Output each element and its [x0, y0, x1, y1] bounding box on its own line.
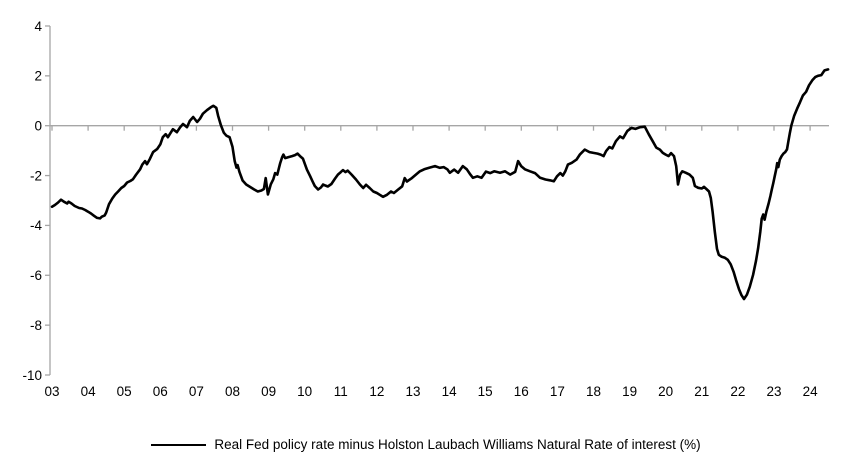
x-tick-label: 24: [803, 384, 819, 399]
x-tick-label: 10: [297, 384, 312, 399]
x-tick-label: 20: [658, 384, 673, 399]
x-tick-label: 15: [478, 384, 493, 399]
y-axis: 4 2 0 -2 -4 -6 -8 -10: [22, 19, 51, 383]
x-tick-label: 08: [225, 384, 240, 399]
x-tick-label: 18: [586, 384, 601, 399]
y-tick-label: -4: [30, 218, 42, 233]
legend-label: Real Fed policy rate minus Holston Lauba…: [214, 437, 701, 452]
y-tick-label: -6: [30, 268, 42, 283]
x-tick-label: 06: [153, 384, 168, 399]
legend-line-swatch: [151, 443, 207, 446]
x-tick-label: 16: [514, 384, 529, 399]
y-tick-label: -2: [30, 168, 42, 183]
x-tick-label: 21: [694, 384, 709, 399]
x-tick-label: 05: [117, 384, 132, 399]
y-tick-label: -10: [22, 368, 42, 383]
x-tick-label: 13: [405, 384, 420, 399]
y-tick-label: 4: [34, 19, 42, 34]
x-tick-label: 19: [622, 384, 637, 399]
y-tick-label: -8: [30, 318, 42, 333]
y-tick-label: 2: [34, 69, 42, 84]
x-tick-label: 23: [766, 384, 781, 399]
x-tick-label: 12: [369, 384, 384, 399]
x-tick-label: 04: [81, 384, 97, 399]
x-tick-label: 03: [44, 384, 59, 399]
x-tick-label: 09: [261, 384, 276, 399]
series-group: [50, 68, 830, 301]
legend: Real Fed policy rate minus Holston Lauba…: [0, 437, 852, 452]
series-line: [50, 68, 830, 301]
x-tick-label: 14: [442, 384, 458, 399]
x-tick-label: 07: [189, 384, 204, 399]
x-tick-label: 17: [550, 384, 565, 399]
y-tick-label: 0: [34, 119, 42, 134]
x-axis-zero-line: 03 04 05 06 07 08 09 10 11 12 13 14 15 16 17 18 19 20 21 22…: [44, 125, 829, 399]
x-tick-label: 11: [334, 384, 348, 399]
x-tick-label: 22: [730, 384, 745, 399]
